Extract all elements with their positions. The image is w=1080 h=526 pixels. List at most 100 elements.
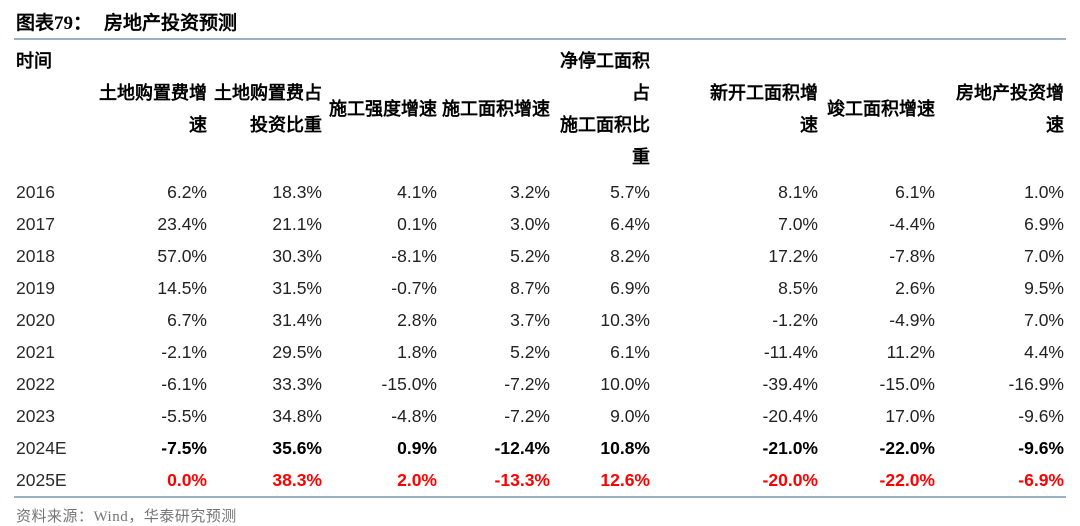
value-cell: -7.5% [161, 437, 207, 458]
value-cell: 2.8% [397, 309, 437, 330]
column-header-new-starts-growth: 新开工面积增 速 [710, 83, 818, 136]
value-cell: 17.0% [885, 405, 935, 426]
value-cell: 3.7% [510, 309, 550, 330]
value-cell: -7.2% [504, 373, 550, 394]
value-cell: 18.3% [272, 181, 322, 202]
value-cell: -15.0% [879, 373, 935, 394]
value-cell: -5.5% [161, 405, 207, 426]
value-cell: 8.2% [610, 245, 650, 266]
value-cell: 0.9% [397, 437, 437, 458]
value-cell: -12.4% [494, 437, 550, 458]
year-cell: 2025E [16, 469, 67, 490]
value-cell: 30.3% [272, 245, 322, 266]
forecast-table: 时间 土地购置费增 速 土地购置费占 投资比重 施工强度增速 施工面积增速 净停… [14, 40, 1066, 496]
column-header-completions-growth: 竣工面积增速 [827, 99, 935, 120]
value-cell: 8.5% [778, 277, 818, 298]
table-row: 2016 6.2% 18.3% 4.1% 3.2% 5.7% 8.1% 6.1%… [14, 176, 1066, 208]
value-cell: 33.3% [272, 373, 322, 394]
value-cell: 6.7% [167, 309, 207, 330]
year-cell: 2023 [16, 405, 55, 426]
value-cell: -6.1% [161, 373, 207, 394]
value-cell: 1.0% [1024, 181, 1064, 202]
value-cell: 10.3% [600, 309, 650, 330]
column-header-net-stopped-area-share: 净停工面积占 施工面积比重 [560, 51, 650, 168]
value-cell: 9.0% [610, 405, 650, 426]
year-cell: 2019 [16, 277, 55, 298]
value-cell: 4.4% [1024, 341, 1064, 362]
value-cell: -4.9% [889, 309, 935, 330]
value-cell: 10.8% [600, 437, 650, 458]
value-cell: -13.3% [494, 469, 550, 490]
table-row: 2022 -6.1% 33.3% -15.0% -7.2% 10.0% -39.… [14, 368, 1066, 400]
value-cell: 23.4% [157, 213, 207, 234]
value-cell: -11.4% [763, 341, 818, 362]
table-row: 2021 -2.1% 29.5% 1.8% 5.2% 6.1% -11.4% 1… [14, 336, 1066, 368]
value-cell: 11.2% [886, 341, 935, 362]
value-cell: 6.4% [610, 213, 650, 234]
year-cell: 2017 [16, 213, 55, 234]
value-cell: 7.0% [778, 213, 818, 234]
column-header-land-purchase-growth: 土地购置费增 速 [99, 83, 207, 136]
value-cell: 7.0% [1024, 245, 1064, 266]
value-cell: -21.0% [762, 437, 818, 458]
value-cell: -1.2% [772, 309, 818, 330]
value-cell: 3.0% [510, 213, 550, 234]
value-cell: 6.1% [610, 341, 650, 362]
value-cell: 5.7% [610, 181, 650, 202]
value-cell: -22.0% [879, 437, 935, 458]
value-cell: 17.2% [768, 245, 818, 266]
year-cell: 2016 [16, 181, 55, 202]
value-cell: 21.1% [272, 213, 322, 234]
value-cell: -4.8% [391, 405, 437, 426]
year-cell: 2022 [16, 373, 55, 394]
title-divider-line [14, 38, 1066, 40]
value-cell: 5.2% [510, 245, 550, 266]
value-cell: 6.9% [610, 277, 650, 298]
table-row: 2020 6.7% 31.4% 2.8% 3.7% 10.3% -1.2% -4… [14, 304, 1066, 336]
value-cell: 9.5% [1024, 277, 1064, 298]
table-row: 2017 23.4% 21.1% 0.1% 3.0% 6.4% 7.0% -4.… [14, 208, 1066, 240]
table-row-forecast-2024: 2024E -7.5% 35.6% 0.9% -12.4% 10.8% -21.… [14, 432, 1066, 464]
value-cell: 4.1% [397, 181, 437, 202]
value-cell: 10.0% [600, 373, 650, 394]
value-cell: -9.6% [1018, 437, 1064, 458]
value-cell: 12.6% [600, 469, 650, 490]
value-cell: 38.3% [272, 469, 322, 490]
value-cell: -39.4% [762, 373, 818, 394]
value-cell: -20.0% [762, 469, 818, 490]
value-cell: 6.9% [1024, 213, 1064, 234]
table-row: 2019 14.5% 31.5% -0.7% 8.7% 6.9% 8.5% 2.… [14, 272, 1066, 304]
value-cell: 2.6% [895, 277, 935, 298]
year-cell: 2021 [16, 341, 55, 362]
year-cell: 2018 [16, 245, 55, 266]
value-cell: -4.4% [889, 213, 935, 234]
value-cell: 31.5% [272, 277, 322, 298]
column-header-investment-growth: 房地产投资增 速 [956, 83, 1064, 136]
column-header-construction-area-growth: 施工面积增速 [442, 99, 550, 120]
value-cell: 29.5% [272, 341, 322, 362]
value-cell: 31.4% [272, 309, 322, 330]
value-cell: -15.0% [381, 373, 437, 394]
year-cell: 2024E [16, 437, 67, 458]
value-cell: 7.0% [1024, 309, 1064, 330]
header-row: 时间 土地购置费增 速 土地购置费占 投资比重 施工强度增速 施工面积增速 净停… [14, 40, 1066, 176]
value-cell: -8.1% [391, 245, 437, 266]
value-cell: 8.1% [778, 181, 818, 202]
value-cell: 1.8% [397, 341, 437, 362]
table-row-forecast-2025: 2025E 0.0% 38.3% 2.0% -13.3% 12.6% -20.0… [14, 464, 1066, 496]
value-cell: -22.0% [879, 469, 935, 490]
value-cell: -16.9% [1008, 373, 1064, 394]
table-row: 2023 -5.5% 34.8% -4.8% -7.2% 9.0% -20.4%… [14, 400, 1066, 432]
column-header-construction-intensity-growth: 施工强度增速 [329, 99, 437, 120]
value-cell: -7.2% [504, 405, 550, 426]
year-cell: 2020 [16, 309, 55, 330]
table-row: 2018 57.0% 30.3% -8.1% 5.2% 8.2% 17.2% -… [14, 240, 1066, 272]
value-cell: 8.7% [510, 277, 550, 298]
value-cell: -2.1% [161, 341, 207, 362]
value-cell: 6.1% [895, 181, 935, 202]
value-cell: -9.6% [1018, 405, 1064, 426]
figure-title-text: 房地产投资预测 [104, 13, 238, 34]
value-cell: -6.9% [1018, 469, 1064, 490]
figure-number-label: 图表79： [16, 13, 93, 34]
